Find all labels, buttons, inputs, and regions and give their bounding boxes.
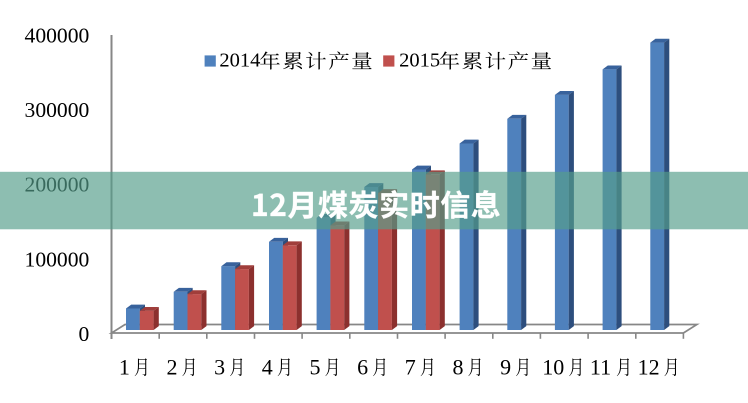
svg-text:100000: 100000 (25, 247, 90, 271)
svg-text:12: 12 (638, 355, 660, 380)
svg-text:11: 11 (590, 355, 611, 380)
svg-text:3: 3 (214, 355, 225, 380)
svg-text:4: 4 (262, 355, 273, 380)
svg-text:7: 7 (405, 355, 416, 380)
svg-text:0: 0 (79, 322, 90, 346)
svg-text:8: 8 (452, 355, 463, 380)
svg-text:2015: 2015 (399, 50, 440, 72)
svg-text:10: 10 (542, 355, 564, 380)
svg-text:1: 1 (119, 355, 130, 380)
svg-text:9: 9 (500, 355, 511, 380)
svg-text:2: 2 (166, 355, 177, 380)
svg-text:2014: 2014 (219, 50, 260, 72)
svg-text:5: 5 (309, 355, 320, 380)
svg-text:6: 6 (357, 355, 368, 380)
svg-text:400000: 400000 (25, 24, 90, 48)
svg-text:300000: 300000 (25, 98, 90, 122)
